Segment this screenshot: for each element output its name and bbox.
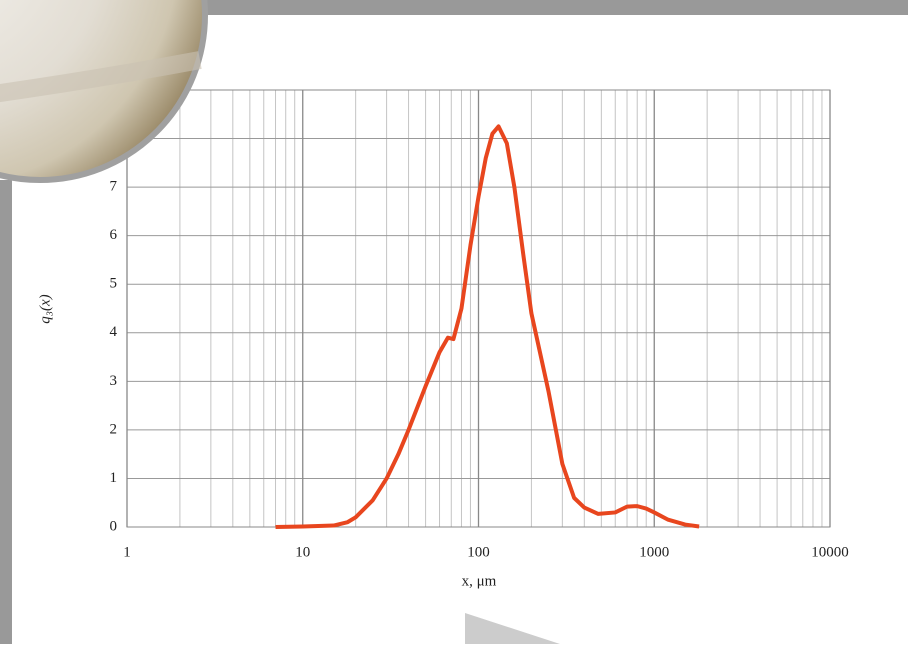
x-tick-label: 10000	[811, 544, 849, 560]
y-tick-label: 1	[110, 470, 118, 486]
data-line	[276, 126, 700, 527]
x-tick-label: 10	[295, 544, 310, 560]
x-tick-label: 1000	[639, 544, 669, 560]
screen: 0123456789110100100010000 q₃(x) x, μm	[0, 0, 908, 644]
y-tick-label: 7	[110, 179, 118, 195]
y-tick-label: 4	[110, 324, 118, 340]
y-tick-label: 5	[110, 276, 118, 292]
side-bar	[0, 180, 12, 644]
y-tick-label: 2	[110, 421, 118, 437]
x-axis-label: x, μm	[462, 573, 497, 589]
page: {"chart_data": {"type": "line", "xlabel"…	[0, 0, 908, 644]
chart: 0123456789110100100010000	[110, 81, 849, 560]
x-tick-label: 1	[123, 544, 131, 560]
y-tick-label: 0	[110, 518, 118, 534]
corner-shape	[465, 613, 560, 644]
x-tick-label: 100	[467, 544, 490, 560]
y-tick-label: 3	[110, 373, 118, 389]
y-axis-label: q₃(x)	[37, 294, 53, 323]
top-bar	[195, 0, 908, 15]
y-tick-label: 6	[110, 227, 118, 243]
